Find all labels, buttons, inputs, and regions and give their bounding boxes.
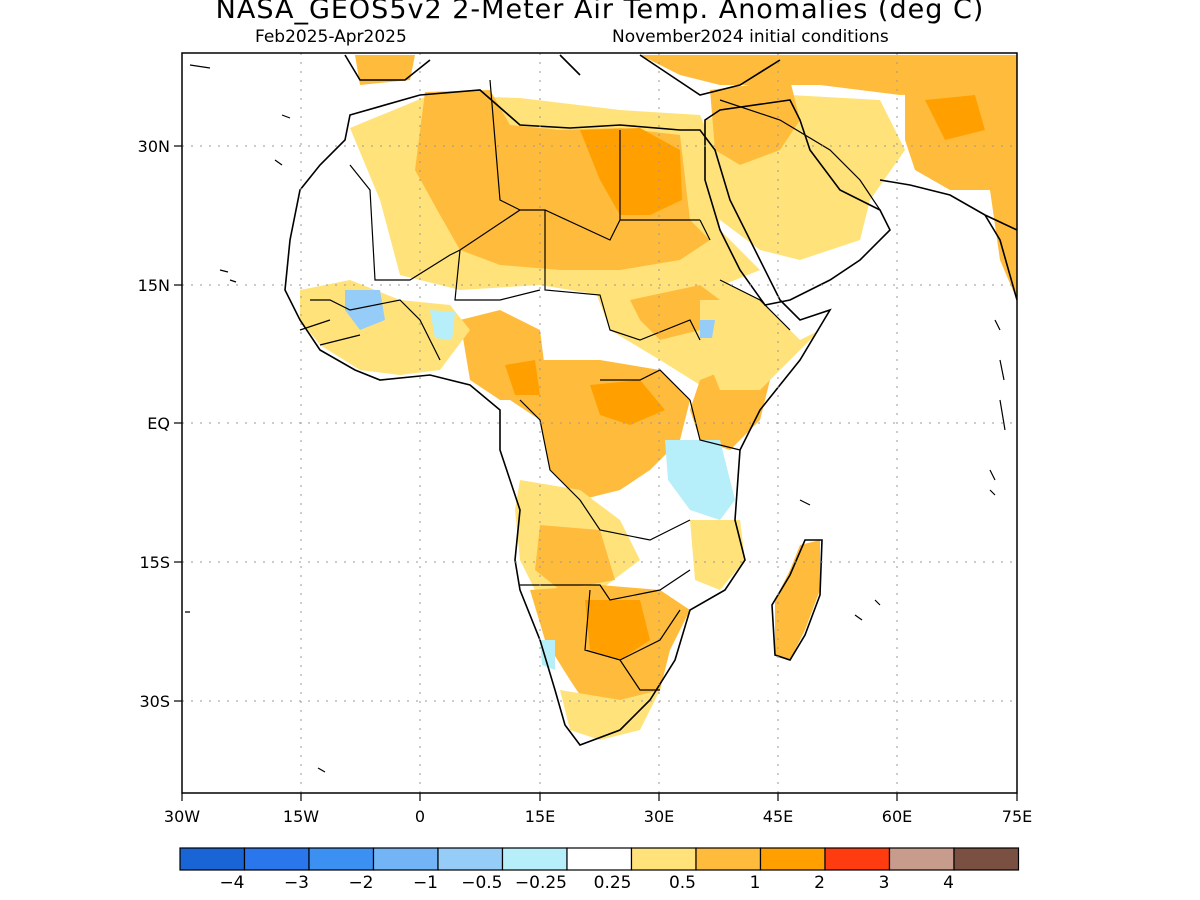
colorbar-label: 0.25 xyxy=(594,873,632,893)
arabia-coastline xyxy=(704,99,891,306)
colorbar-swatch xyxy=(953,847,1020,871)
colorbar-swatch xyxy=(888,847,955,871)
colorbar-label: 3 xyxy=(879,873,890,893)
india-medium xyxy=(990,190,1017,300)
colorbar-swatch xyxy=(179,847,246,871)
axis-ticks xyxy=(174,145,1018,801)
congo-strong xyxy=(590,380,665,425)
lon-label: 30W xyxy=(164,807,200,826)
colorbar-swatch xyxy=(695,847,762,871)
madagascar-coastline xyxy=(771,539,823,661)
colorbar-swatch xyxy=(566,847,633,871)
initial-conditions: November2024 initial conditions xyxy=(612,27,889,47)
colorbar-label: 4 xyxy=(943,873,954,893)
colorbar-swatch xyxy=(630,847,697,871)
colorbar-swatch xyxy=(437,847,504,871)
colorbar-swatch xyxy=(243,847,310,871)
colorbar-label: −0.25 xyxy=(515,873,567,893)
ivory-coast-cool xyxy=(430,310,455,340)
colorbar-label: 1 xyxy=(750,873,761,893)
chad-medium xyxy=(630,285,720,340)
guinea-coast-light xyxy=(300,280,470,375)
lat-labels: 30N 15N EQ 15S 30S xyxy=(138,137,170,711)
colorbar-swatch xyxy=(759,847,826,871)
mozambique-light xyxy=(690,520,745,590)
iran-strong xyxy=(925,95,985,140)
coastlines xyxy=(185,54,1017,773)
colorbar-label: 2 xyxy=(814,873,825,893)
lat-label: EQ xyxy=(147,414,170,433)
colorbar-swatch xyxy=(501,847,568,871)
lon-label: 15W xyxy=(283,807,319,826)
lat-label: 15N xyxy=(138,276,170,295)
lon-labels: 30W 15W 0 15E 30E 45E 60E 75E xyxy=(164,807,1032,826)
iran-coastline xyxy=(879,179,1017,231)
ethiopia-cool xyxy=(700,320,715,338)
mediterranean-strip xyxy=(355,55,1017,95)
lon-label: 75E xyxy=(1002,807,1032,826)
colorbar-label: −0.5 xyxy=(461,873,502,893)
colorbar-label: −2 xyxy=(348,873,373,893)
gridlines xyxy=(182,53,1017,793)
botswana-strong xyxy=(585,600,650,660)
colorbar-label: −3 xyxy=(284,873,309,893)
india-coastline xyxy=(984,214,1017,301)
lat-label: 15S xyxy=(139,553,170,572)
colorbar-label: −4 xyxy=(219,873,244,893)
south-africa-light xyxy=(560,690,660,740)
lon-label: 0 xyxy=(415,807,425,826)
ethiopia-light xyxy=(700,300,820,390)
forecast-period: Feb2025-Apr2025 xyxy=(255,27,407,47)
namibia-cool xyxy=(540,640,555,670)
lon-label: 45E xyxy=(763,807,793,826)
tanzania-cool xyxy=(665,440,735,520)
west-africa-cool xyxy=(345,290,385,330)
colorbar-label: 0.5 xyxy=(669,873,696,893)
colorbar: −4 −3 −2 −1 −0.5 −0.25 0.25 0.5 1 2 3 4 xyxy=(179,847,1020,893)
map-title: NASA_GEOS5v2 2-Meter Air Temp. Anomalies… xyxy=(215,0,985,25)
lon-label: 15E xyxy=(525,807,555,826)
madagascar-medium xyxy=(775,540,820,660)
colorbar-swatch xyxy=(372,847,439,871)
colorbar-swatch xyxy=(308,847,375,871)
cameroon-strong xyxy=(505,360,540,395)
colorbar-swatch xyxy=(824,847,891,871)
colorbar-label: −1 xyxy=(413,873,438,893)
lon-label: 60E xyxy=(882,807,912,826)
libya-egypt-strong xyxy=(580,128,682,215)
lon-label: 30E xyxy=(644,807,674,826)
islands xyxy=(185,64,1006,773)
anomaly-field xyxy=(300,55,1017,740)
angola-medium xyxy=(535,525,615,590)
country-borders xyxy=(299,79,881,691)
lat-label: 30S xyxy=(139,692,170,711)
lat-label: 30N xyxy=(138,137,170,156)
europe-coastline xyxy=(344,54,781,96)
